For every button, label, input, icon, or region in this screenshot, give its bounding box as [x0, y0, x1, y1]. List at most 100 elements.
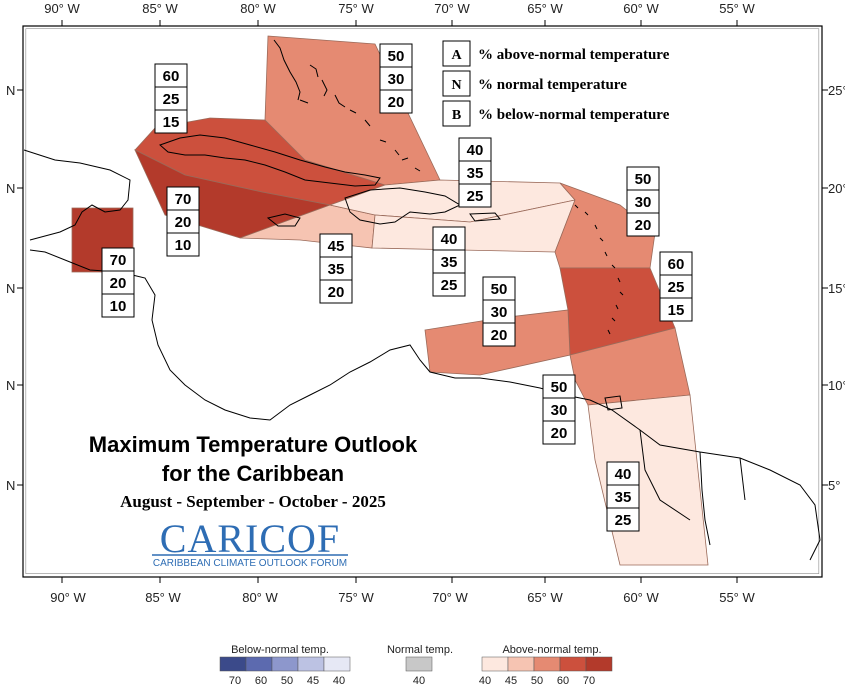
- prob-value-n: 30: [551, 402, 568, 419]
- prob-box-trinidad-tobago: 50 30 20: [542, 374, 576, 445]
- prob-value-a: 50: [388, 48, 405, 65]
- coast-cuba: [159, 134, 381, 187]
- lon-labels-top: 90° W 85° W 80° W 75° W 70° W 65° W 60° …: [44, 1, 755, 16]
- lon-tick-top: 75° W: [338, 1, 374, 16]
- lon-tick-top: 65° W: [527, 1, 563, 16]
- prob-box-belize: 70 20 10: [101, 247, 135, 318]
- prob-value-b: 25: [615, 512, 632, 529]
- title-block: Maximum Temperature Outlook for the Cari…: [89, 432, 418, 569]
- prob-cell: [101, 293, 135, 318]
- map-period: August - September - October - 2025: [120, 492, 386, 511]
- prob-box-hispaniola-north: 40 35 25: [458, 137, 492, 208]
- legend-label-below: 40: [333, 675, 345, 684]
- prob-value-b: 15: [668, 302, 685, 319]
- prob-value-n: 25: [163, 91, 180, 108]
- legend-swatch-normal: [405, 656, 433, 672]
- lon-tick-bottom: 70° W: [432, 590, 468, 605]
- prob-cell: [379, 89, 413, 114]
- prob-cell: [659, 297, 693, 322]
- prob-value-b: 25: [441, 277, 458, 294]
- lon-tick-bottom: 65° W: [527, 590, 563, 605]
- prob-value-n: 20: [175, 214, 192, 231]
- legend-label-below: 50: [281, 675, 293, 684]
- prob-box-abc-islands: 50 30 20: [482, 276, 516, 347]
- coast-florida: [273, 39, 301, 101]
- prob-box-cayman-jamaica: 70 20 10: [166, 186, 200, 257]
- map-title: Maximum Temperature Outlook: [89, 432, 418, 457]
- lon-tick-top: 60° W: [623, 1, 659, 16]
- prob-value-a: 40: [615, 466, 632, 483]
- lon-tick-bottom: 55° W: [719, 590, 755, 605]
- legend-label-above: 50: [531, 675, 543, 684]
- legend-swatch-above: [507, 656, 535, 672]
- coast-yucatan: [23, 149, 131, 241]
- legend-swatch-above: [533, 656, 561, 672]
- prob-cell: [154, 109, 188, 134]
- key: A % above-normal temperature N % normal …: [442, 40, 670, 127]
- legend-swatch-below: [271, 656, 299, 672]
- map-title-line2: for the Caribbean: [162, 461, 344, 486]
- lat-tick-right: 15°: [828, 281, 845, 296]
- prob-cell: [319, 279, 353, 304]
- prob-value-n: 35: [441, 254, 458, 271]
- prob-value-n: 35: [328, 261, 345, 278]
- coast-south-america: [611, 409, 821, 561]
- key-text-a: % above-normal temperature: [478, 47, 670, 63]
- lon-labels-bottom: 90° W 85° W 80° W 75° W 70° W 65° W 60° …: [50, 590, 755, 605]
- lat-tick-left: N: [6, 281, 15, 296]
- prob-box-leeward-islands: 50 30 20: [626, 166, 660, 237]
- prob-value-b: 10: [175, 237, 192, 254]
- coast-jamaica: [266, 213, 301, 227]
- prob-value-a: 60: [163, 68, 180, 85]
- prob-cell: [626, 212, 660, 237]
- prob-value-a: 70: [110, 252, 127, 269]
- coast-puerto-rico: [469, 212, 502, 222]
- prob-value-n: 35: [615, 489, 632, 506]
- prob-box-bahamas: 50 30 20: [379, 43, 413, 114]
- legend-label-below: 70: [229, 675, 241, 684]
- map-inner-frame: [25, 28, 820, 574]
- lat-tick-left: N: [6, 478, 15, 493]
- lat-tick-right: 5°: [828, 478, 840, 493]
- legend-label-above: 40: [479, 675, 491, 684]
- legend-label-below: 60: [255, 675, 267, 684]
- lat-labels-left: N N N N N: [6, 83, 15, 493]
- lat-tick-right: 10°: [828, 378, 845, 393]
- legend-label-above: 60: [557, 675, 569, 684]
- lon-tick-top: 70° W: [434, 1, 470, 16]
- lon-tick-bottom: 90° W: [50, 590, 86, 605]
- coast-bahamas: [299, 64, 421, 172]
- legend-below-title: Below-normal temp.: [231, 644, 329, 656]
- prob-cell: [542, 420, 576, 445]
- caricof-logo: CARICOF: [160, 516, 340, 561]
- legend-normal-title: Normal temp.: [387, 644, 453, 656]
- legend-label-above: 45: [505, 675, 517, 684]
- prob-value-b: 20: [635, 217, 652, 234]
- color-legend: Below-normal temp. Normal temp. Above-no…: [219, 644, 613, 684]
- prob-value-b: 20: [551, 425, 568, 442]
- legend-above-title: Above-normal temp.: [502, 644, 601, 656]
- lat-tick-right: 20°: [828, 181, 845, 196]
- coast-hispaniola: [344, 187, 462, 225]
- legend-label-above: 70: [583, 675, 595, 684]
- legend-swatch-above: [481, 656, 509, 672]
- prob-value-n: 25: [668, 279, 685, 296]
- key-box-n: [442, 70, 471, 97]
- key-letter-a: A: [451, 48, 462, 63]
- lat-tick-left: N: [6, 378, 15, 393]
- legend-swatch-above: [585, 656, 613, 672]
- key-letter-b: B: [452, 108, 461, 123]
- legend-swatch-above: [559, 656, 587, 672]
- prob-value-n: 30: [388, 71, 405, 88]
- legend-swatch-below: [219, 656, 247, 672]
- prob-value-b: 20: [388, 94, 405, 111]
- prob-value-a: 50: [491, 281, 508, 298]
- tick-marks: [17, 20, 828, 583]
- prob-value-a: 70: [175, 191, 192, 208]
- key-letter-n: N: [451, 78, 461, 93]
- prob-value-a: 60: [668, 256, 685, 273]
- prob-value-a: 40: [441, 231, 458, 248]
- prob-value-b: 25: [467, 188, 484, 205]
- key-text-n: % normal temperature: [478, 77, 627, 93]
- prob-box-windward-islands: 60 25 15: [659, 251, 693, 322]
